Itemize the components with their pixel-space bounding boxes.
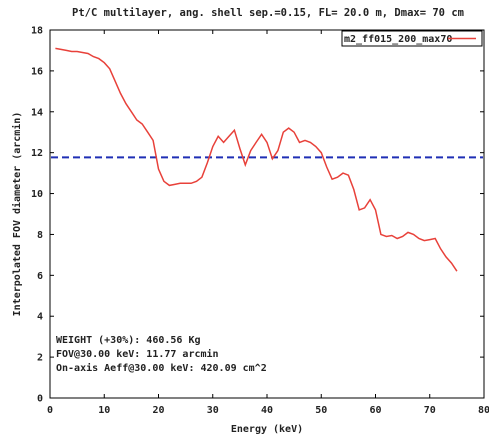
- legend: m2_ff015_200_max70: [341, 30, 483, 47]
- x-tick-label: 60: [369, 405, 381, 416]
- x-tick-label: 80: [478, 405, 489, 416]
- x-axis-label: Energy (keV): [231, 424, 303, 435]
- y-tick-label: 8: [37, 230, 43, 241]
- legend-box: [341, 30, 483, 47]
- x-tick-label: 20: [152, 405, 164, 416]
- annotation-weight: WEIGHT (+30%): 460.56 Kg: [56, 335, 201, 346]
- y-tick-label: 0: [37, 394, 43, 405]
- y-tick-label: 2: [37, 353, 43, 364]
- x-tick-label: 30: [207, 405, 219, 416]
- legend-label: m2_ff015_200_max70: [344, 34, 452, 45]
- y-tick-label: 6: [37, 271, 43, 282]
- y-axis-label: Interpolated FOV diameter (arcmin): [11, 112, 23, 317]
- x-tick-label: 40: [261, 405, 273, 416]
- x-tick-label: 0: [47, 405, 53, 416]
- y-tick-label: 10: [31, 189, 43, 200]
- y-tick-label: 12: [31, 148, 43, 159]
- y-tick-label: 14: [31, 107, 43, 118]
- y-tick-label: 4: [37, 312, 43, 323]
- annotation-fov: FOV@30.00 keV: 11.77 arcmin: [56, 348, 219, 360]
- y-tick-label: 18: [31, 26, 43, 37]
- y-axis-ticks: 0 2 4 6 8 10 12 14 16 18: [31, 26, 484, 405]
- y-tick-label: 16: [31, 66, 43, 77]
- chart-title: Pt/C multilayer, ang. shell sep.=0.15, F…: [72, 7, 464, 19]
- x-tick-label: 10: [98, 405, 110, 416]
- annotation-aeff: On-axis Aeff@30.00 keV: 420.09 cm^2: [56, 362, 267, 374]
- series-line: [55, 47, 458, 272]
- x-tick-label: 70: [424, 405, 436, 416]
- x-tick-label: 50: [315, 405, 327, 416]
